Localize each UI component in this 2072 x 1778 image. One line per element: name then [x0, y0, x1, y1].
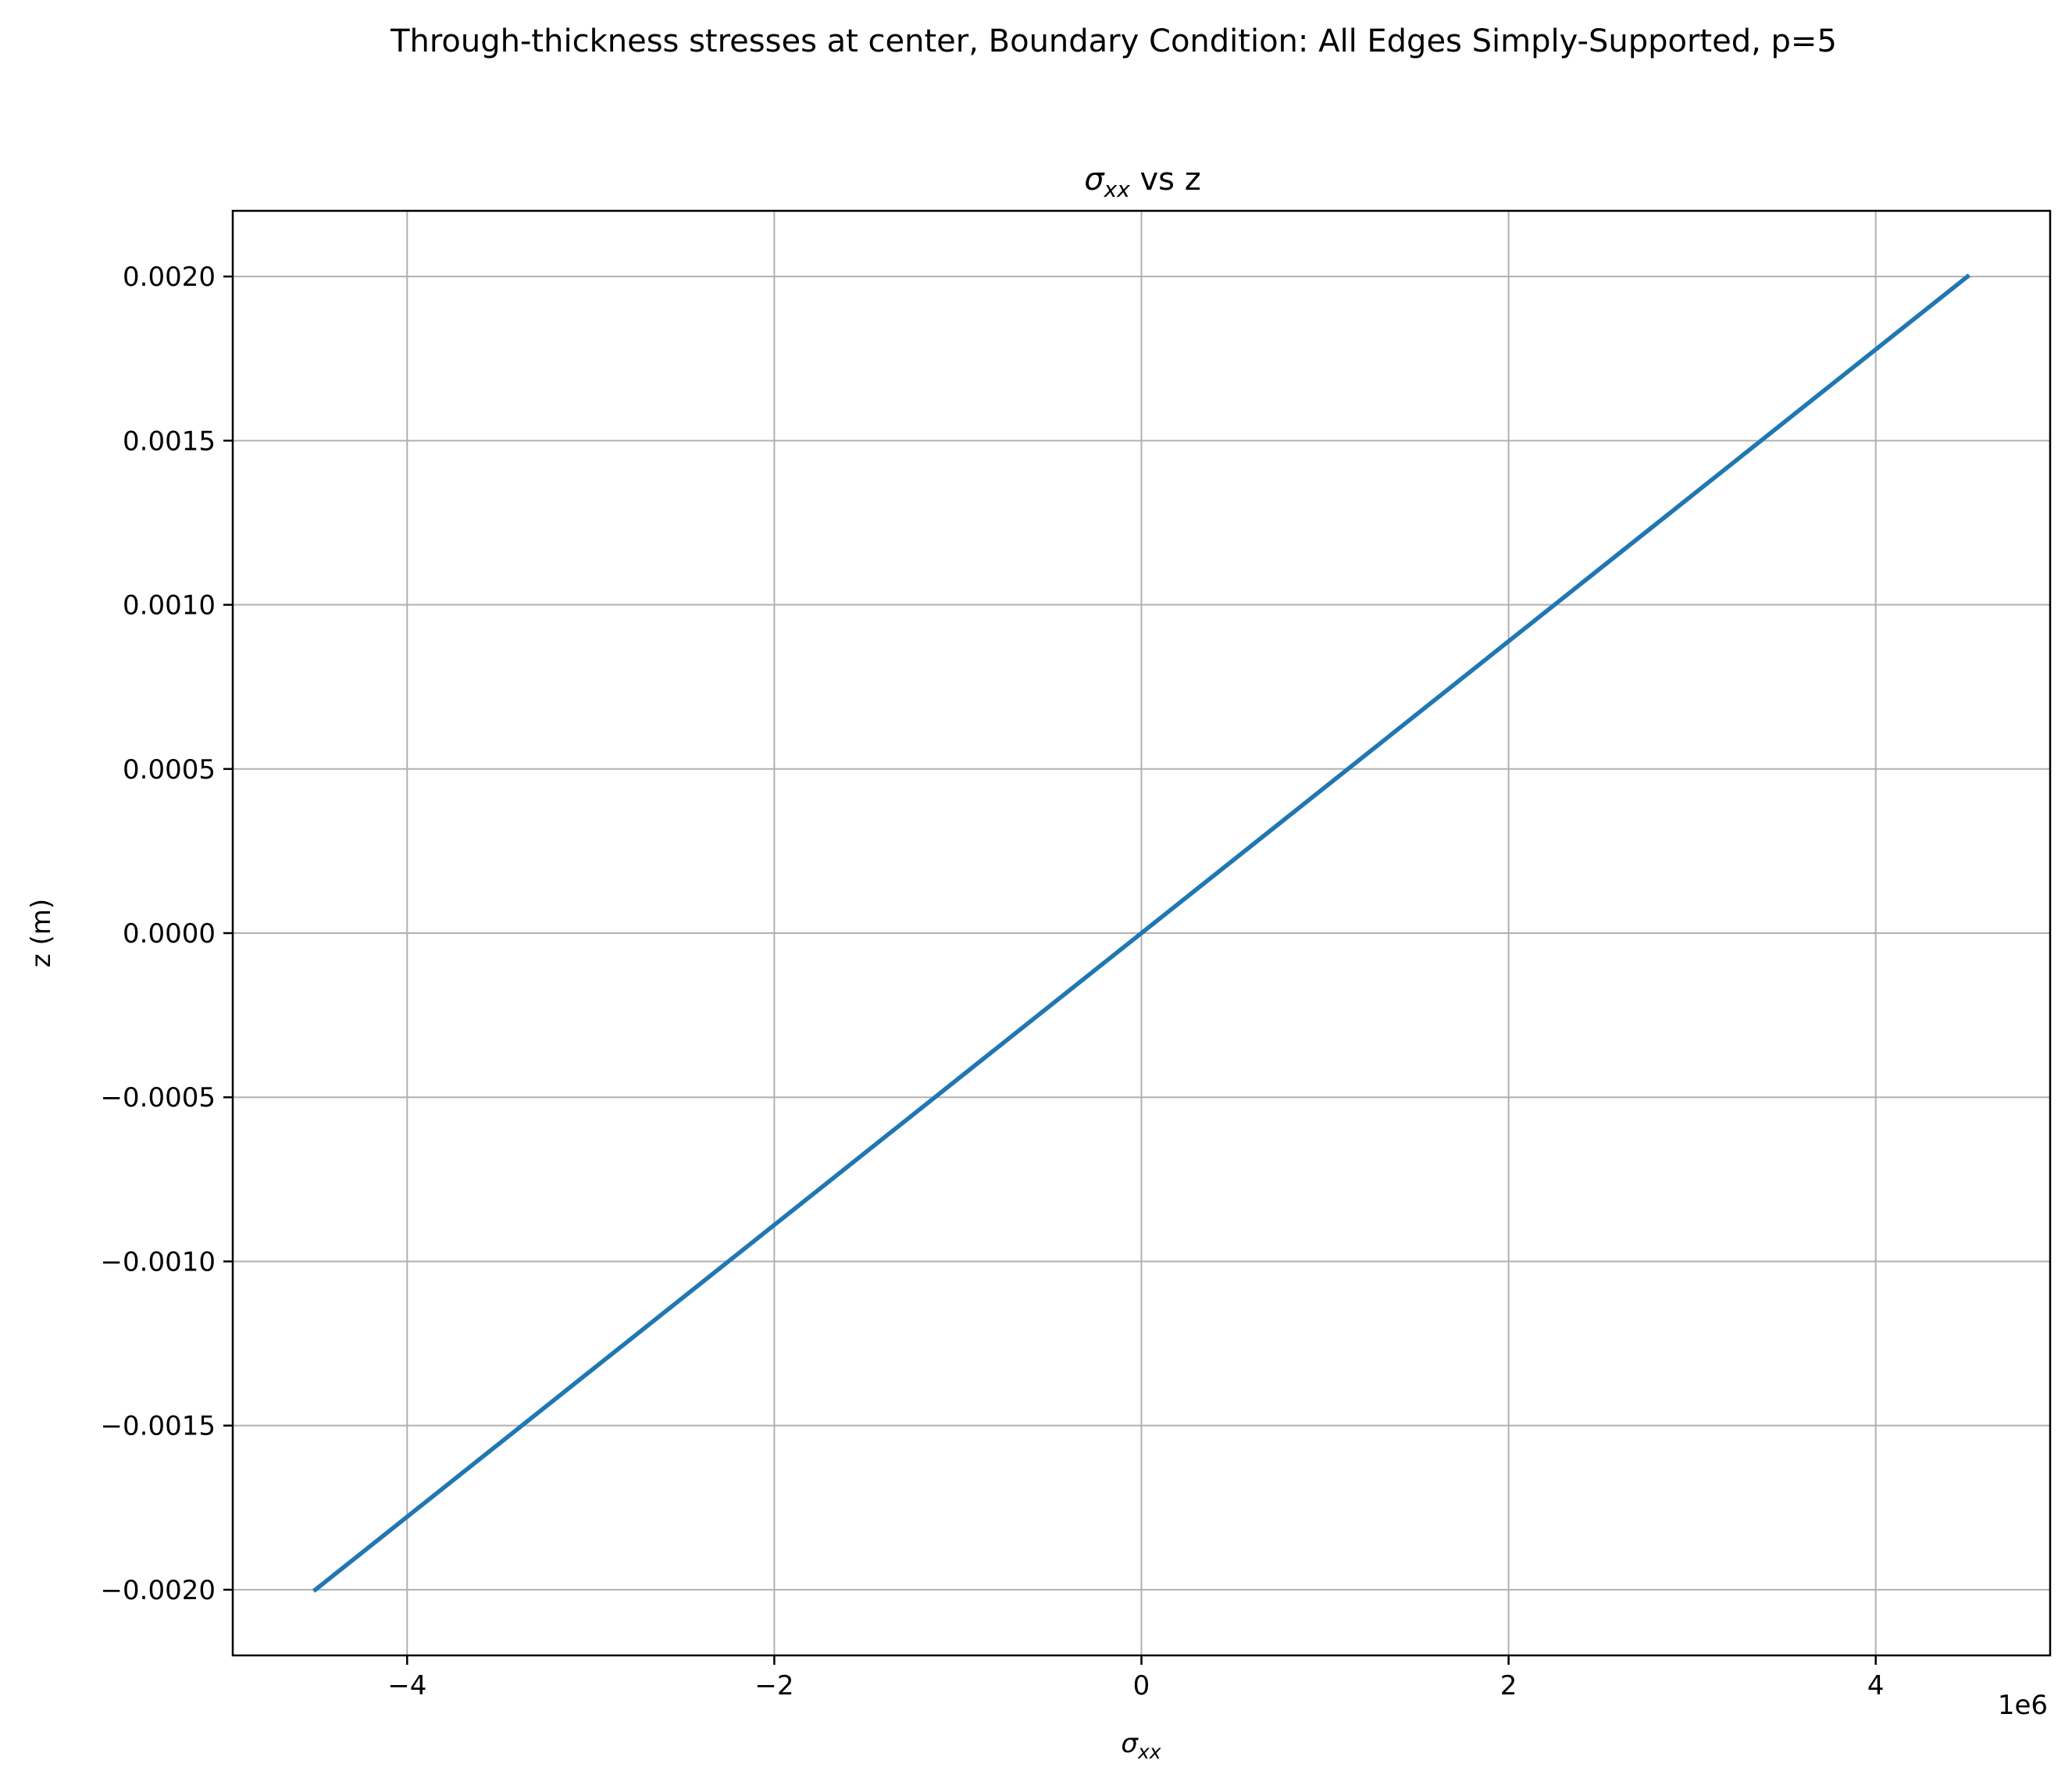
y-tick-label: 0.0010	[123, 590, 216, 622]
x-axis-ticks: −4 −2 0 2 4	[387, 1655, 1885, 1701]
x-tick-label: −2	[754, 1670, 793, 1701]
series-layer	[312, 273, 1971, 1593]
x-tick-label: 4	[1867, 1670, 1885, 1701]
y-tick-label: 0.0000	[123, 918, 216, 950]
x-axis-label: σxx	[1121, 1728, 1161, 1763]
y-tick-label: 0.0005	[123, 754, 216, 786]
y-tick-label: 0.0015	[123, 426, 216, 457]
y-axis-label: z (m)	[26, 899, 57, 967]
x-tick-label: 2	[1500, 1670, 1517, 1701]
y-tick-label: −0.0010	[101, 1246, 216, 1277]
y-tick-label: 0.0020	[123, 262, 216, 293]
y-axis-ticks: −0.0020 −0.0015 −0.0010 −0.0005 0.0000 0.0005…	[101, 262, 233, 1606]
y-tick-label: −0.0005	[101, 1082, 216, 1113]
chart-title: σxx vs z	[1084, 162, 1200, 202]
y-tick-label: −0.0020	[101, 1575, 216, 1606]
y-tick-label: −0.0015	[101, 1411, 216, 1442]
figure-suptitle: Through-thickness stresses at center, Bo…	[390, 23, 1837, 59]
x-tick-label: 0	[1133, 1670, 1150, 1701]
series-line	[312, 273, 1971, 1593]
x-axis-offset-text: 1e6	[1998, 1690, 2048, 1721]
x-tick-label: −4	[387, 1670, 426, 1701]
